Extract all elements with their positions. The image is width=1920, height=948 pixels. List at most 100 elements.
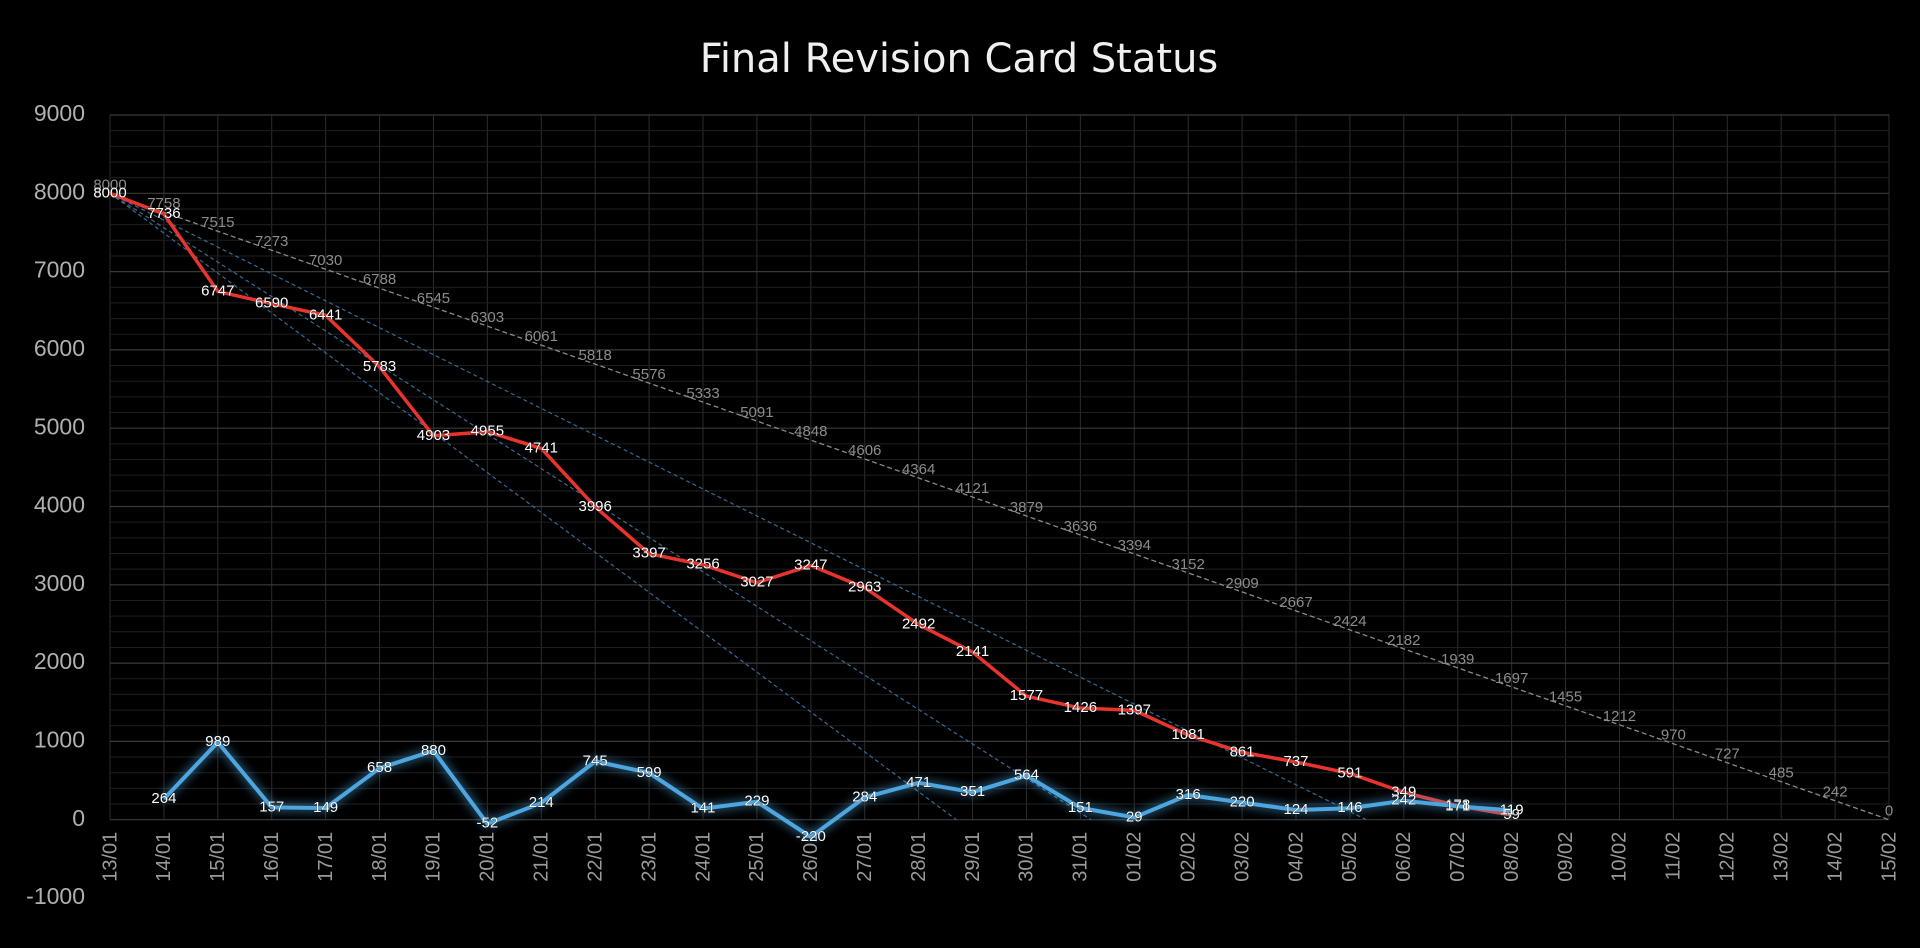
data-label: 157 — [259, 798, 284, 815]
data-label: 284 — [852, 788, 877, 805]
data-label: 3397 — [632, 545, 665, 562]
y-tick-label: 8000 — [34, 178, 85, 204]
x-tick-label: 17/01 — [315, 832, 337, 882]
data-label: 5576 — [632, 366, 665, 383]
data-label: 0 — [1885, 803, 1893, 820]
x-tick-label: 28/01 — [908, 832, 930, 882]
y-tick-label: 9000 — [34, 100, 85, 126]
data-label: 2667 — [1279, 594, 1312, 611]
data-label: 658 — [367, 759, 392, 776]
y-tick-label: 3000 — [34, 570, 85, 596]
data-label: 7273 — [255, 233, 288, 250]
data-label: 1397 — [1118, 701, 1151, 718]
x-tick-label: 04/02 — [1285, 832, 1307, 882]
data-label: 2909 — [1225, 575, 1258, 592]
x-tick-label: 11/02 — [1663, 832, 1685, 881]
data-label: -52 — [477, 815, 499, 832]
data-label: 1455 — [1549, 689, 1582, 706]
data-label: 727 — [1715, 746, 1740, 763]
data-label: 564 — [1014, 767, 1039, 784]
y-tick-label: -1000 — [26, 883, 85, 909]
data-label: 3394 — [1118, 537, 1151, 554]
data-label: 745 — [583, 752, 608, 769]
x-tick-label: 19/01 — [423, 832, 445, 882]
data-label: 178 — [1445, 797, 1470, 814]
x-tick-label: 14/01 — [153, 832, 175, 882]
x-tick-label: 13/01 — [99, 832, 121, 882]
x-tick-label: 01/02 — [1124, 832, 1146, 882]
x-tick-label: 13/02 — [1770, 832, 1792, 882]
data-label: 6788 — [363, 271, 396, 288]
x-tick-label: 29/01 — [962, 832, 984, 882]
data-label: 4606 — [848, 442, 881, 459]
data-label: 6303 — [471, 309, 504, 326]
y-tick-label: 2000 — [34, 648, 85, 674]
data-label: 2963 — [848, 579, 881, 596]
x-tick-label: 23/01 — [638, 832, 660, 882]
data-label: 1081 — [1171, 726, 1204, 743]
data-label: 146 — [1337, 799, 1362, 816]
x-tick-label: 20/01 — [477, 832, 499, 882]
trend-line — [109, 192, 1092, 821]
x-tick-label: 18/01 — [369, 832, 391, 882]
x-tick-label: 07/02 — [1447, 832, 1469, 882]
data-label: 4741 — [525, 439, 558, 456]
data-label: 3879 — [1010, 499, 1043, 516]
data-label: 1697 — [1495, 670, 1528, 687]
data-label: 599 — [637, 764, 662, 781]
data-label: 4903 — [417, 427, 450, 444]
data-label: 229 — [744, 793, 769, 810]
data-label: 141 — [690, 800, 715, 817]
y-tick-label: 6000 — [34, 335, 85, 361]
data-label: 989 — [205, 733, 230, 750]
x-tick-label: 15/02 — [1878, 832, 1900, 882]
x-tick-label: 24/01 — [692, 832, 714, 882]
y-tick-label: 0 — [72, 805, 85, 831]
data-label: 149 — [313, 799, 338, 816]
data-label: 5818 — [578, 347, 611, 364]
data-label: 242 — [1823, 784, 1848, 801]
x-tick-label: 14/02 — [1824, 832, 1846, 882]
x-tick-label: 26/01 — [800, 832, 822, 882]
data-label: 59 — [1503, 806, 1520, 823]
data-label: 2141 — [956, 643, 989, 660]
data-label: 5783 — [363, 358, 396, 375]
series-line — [162, 740, 1512, 839]
grid — [109, 114, 1890, 821]
data-label: 29 — [1126, 808, 1143, 825]
data-label: 4364 — [902, 461, 935, 478]
data-label: 6441 — [309, 306, 342, 323]
data-label: 7030 — [309, 252, 342, 269]
data-label: 2424 — [1333, 613, 1366, 630]
data-label: 471 — [906, 774, 931, 791]
data-label: 242 — [1391, 792, 1416, 809]
data-label: 861 — [1230, 743, 1255, 760]
data-label: 151 — [1068, 799, 1093, 816]
data-label: 2492 — [902, 616, 935, 633]
data-label: 1939 — [1441, 651, 1474, 668]
data-label: 3636 — [1064, 518, 1097, 535]
series-line — [109, 192, 1890, 821]
x-tick-label: 09/02 — [1555, 832, 1577, 882]
data-label: 264 — [151, 790, 176, 807]
data-label: 171 — [1445, 797, 1470, 814]
data-label: 3027 — [740, 574, 773, 591]
data-label: 316 — [1176, 786, 1201, 803]
y-tick-label: 4000 — [34, 492, 85, 518]
y-tick-label: 1000 — [34, 726, 85, 752]
data-label: 880 — [421, 742, 446, 759]
x-tick-label: 15/01 — [207, 832, 229, 882]
y-tick-label: 5000 — [34, 413, 85, 439]
data-label: 8000 — [93, 184, 126, 201]
x-tick-label: 06/02 — [1393, 832, 1415, 882]
data-label: 4121 — [956, 480, 989, 497]
data-label: 3152 — [1171, 556, 1204, 573]
x-tick-label: 12/02 — [1717, 832, 1739, 882]
data-label: 3256 — [686, 556, 719, 573]
data-label: 6590 — [255, 295, 288, 312]
x-tick-label: 21/01 — [531, 832, 553, 882]
data-label: 1212 — [1603, 708, 1636, 725]
series-line — [109, 191, 1512, 817]
chart-title: Final Revision Card Status — [700, 36, 1219, 82]
